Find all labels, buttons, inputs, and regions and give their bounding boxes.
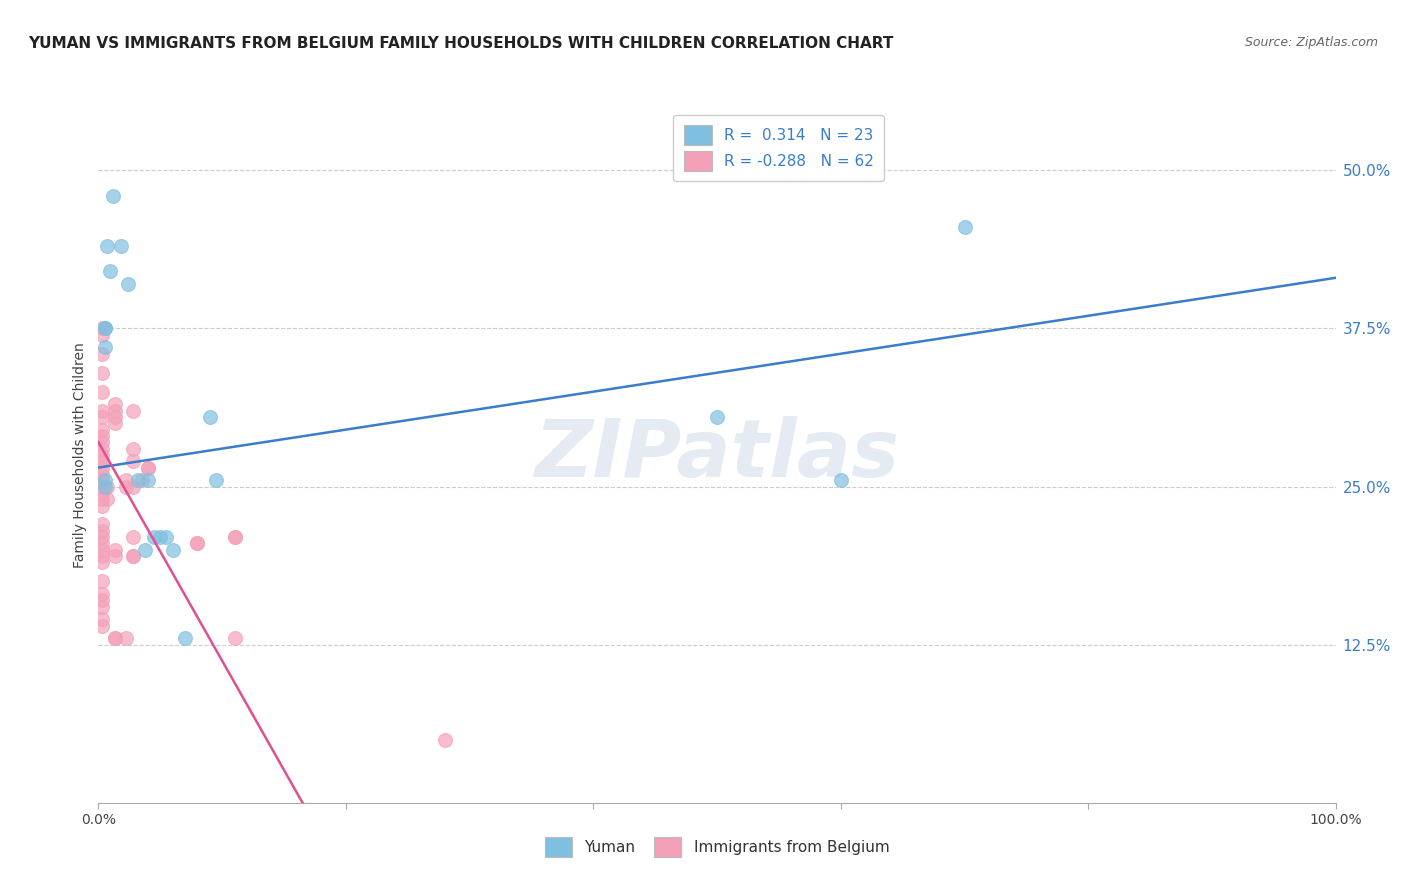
Point [103,409,125,424]
Point [103,632,125,646]
Point [91,327,114,342]
Point [224,632,246,646]
Point [91,587,114,601]
Point [91,442,114,456]
Point [114,473,136,487]
Point [91,448,114,462]
Point [103,188,125,202]
Point [91,403,114,417]
Text: Source: ZipAtlas.com: Source: ZipAtlas.com [1244,36,1378,49]
Point [134,542,156,557]
Point [91,530,114,544]
Point [155,530,177,544]
Point [205,473,228,487]
Point [91,347,114,361]
Point [127,473,149,487]
Point [186,536,208,550]
Point [122,549,145,563]
Point [136,473,159,487]
Point [91,321,114,335]
Point [91,524,114,538]
Point [91,435,114,450]
Point [143,530,166,544]
Legend: Yuman, Immigrants from Belgium: Yuman, Immigrants from Belgium [537,830,897,864]
Point [103,632,125,646]
Point [122,442,145,456]
Point [136,460,159,475]
Point [122,454,145,468]
Point [117,277,139,292]
Point [91,460,114,475]
Point [98,264,121,278]
Point [114,632,136,646]
Point [91,479,114,493]
Point [91,429,114,443]
Point [224,530,246,544]
Point [93,473,115,487]
Point [706,409,728,424]
Point [110,239,132,253]
Point [91,593,114,607]
Point [122,403,145,417]
Point [103,549,125,563]
Point [91,467,114,481]
Point [91,423,114,437]
Point [103,397,125,411]
Point [93,479,115,493]
Point [136,460,159,475]
Point [91,384,114,399]
Point [91,542,114,557]
Point [198,409,221,424]
Point [93,321,115,335]
Point [91,473,114,487]
Point [103,403,125,417]
Point [96,492,118,507]
Point [122,530,145,544]
Point [91,549,114,563]
Point [91,612,114,626]
Point [433,732,456,747]
Point [96,239,118,253]
Point [93,321,115,335]
Text: YUMAN VS IMMIGRANTS FROM BELGIUM FAMILY HOUSEHOLDS WITH CHILDREN CORRELATION CHA: YUMAN VS IMMIGRANTS FROM BELGIUM FAMILY … [28,36,893,51]
Point [91,454,114,468]
Point [186,536,208,550]
Point [91,409,114,424]
Y-axis label: Family Households with Children: Family Households with Children [73,342,87,568]
Point [122,549,145,563]
Point [91,599,114,614]
Point [91,618,114,632]
Point [91,574,114,589]
Point [103,417,125,431]
Text: ZIPatlas: ZIPatlas [534,416,900,494]
Point [91,499,114,513]
Point [224,530,246,544]
Point [91,486,114,500]
Point [103,542,125,557]
Point [91,492,114,507]
Point [953,220,976,235]
Point [114,479,136,493]
Point [96,479,118,493]
Point [131,473,153,487]
Point [149,530,172,544]
Point [91,536,114,550]
Point [162,542,184,557]
Point [91,366,114,380]
Point [122,479,145,493]
Point [174,632,197,646]
Point [91,517,114,532]
Point [93,340,115,354]
Point [830,473,852,487]
Point [91,556,114,570]
